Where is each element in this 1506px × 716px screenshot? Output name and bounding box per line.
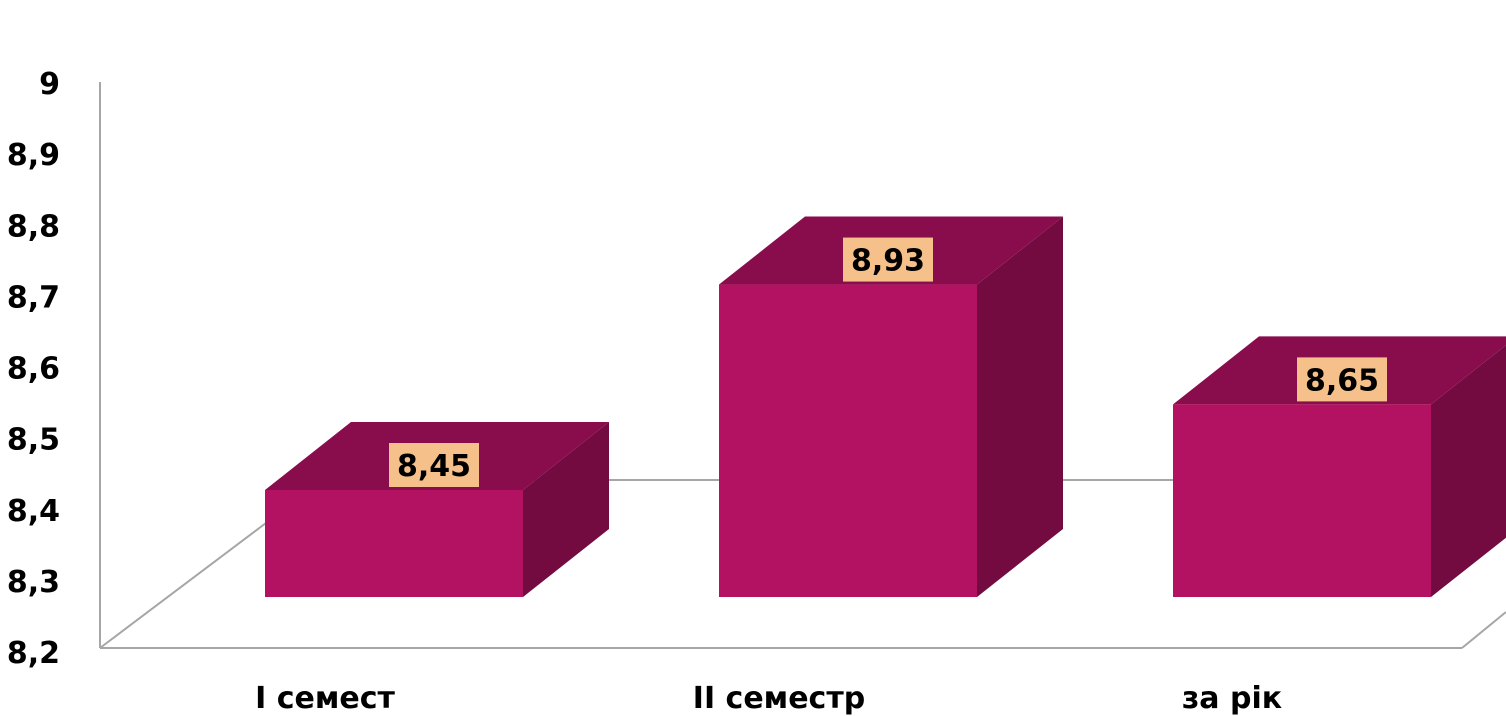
x-category-label: за рік <box>1182 681 1282 716</box>
bar-front-face <box>265 490 523 597</box>
y-tick-label: 8,2 <box>7 636 60 671</box>
data-label-text: 8,93 <box>851 244 925 279</box>
data-label-background <box>843 237 933 282</box>
x-category-label: II семестр <box>693 681 865 716</box>
data-label-text: 8,45 <box>397 449 471 484</box>
data-label-text: 8,65 <box>1305 363 1379 398</box>
data-label-background <box>389 443 479 487</box>
y-tick-label: 8,8 <box>7 209 60 244</box>
bar-front-face <box>1173 404 1431 597</box>
y-axis: 8,2 8,3 8,4 8,5 8,6 8,7 8,8 8,9 9 <box>7 67 101 671</box>
y-tick-label: 9 <box>39 67 60 102</box>
bar-front-face <box>719 284 977 597</box>
data-label-background <box>1297 357 1387 402</box>
y-tick-label: 8,4 <box>7 494 60 529</box>
floor-right-edge <box>1461 611 1506 649</box>
y-tick-label: 8,5 <box>7 423 60 458</box>
data-label: 8,93 <box>843 237 933 282</box>
x-category-label: I семест <box>255 681 395 716</box>
bar-side-face <box>523 422 609 597</box>
bar <box>1173 336 1506 597</box>
floor-left-edge <box>99 519 271 649</box>
data-labels: 8,45 8,93 8,65 <box>389 237 1387 487</box>
bar-side-face <box>1431 345 1506 597</box>
y-tick-label: 8,6 <box>7 352 60 387</box>
y-tick-label: 8,9 <box>7 138 60 173</box>
data-label: 8,45 <box>389 443 479 487</box>
data-label: 8,65 <box>1297 357 1387 402</box>
bar-side-face <box>977 216 1063 597</box>
x-axis: I семест II семестр за рік <box>255 681 1282 716</box>
y-tick-label: 8,7 <box>7 280 60 315</box>
y-tick-label: 8,3 <box>7 565 60 600</box>
